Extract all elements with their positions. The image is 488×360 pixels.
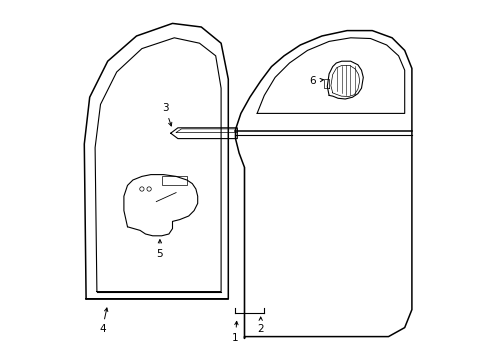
Text: 2: 2 <box>257 317 264 334</box>
Text: 1: 1 <box>232 321 238 343</box>
Text: 3: 3 <box>162 103 171 126</box>
Bar <box>162 176 186 185</box>
Text: 4: 4 <box>99 308 107 334</box>
Text: 5: 5 <box>156 240 163 259</box>
Text: 6: 6 <box>309 76 323 86</box>
